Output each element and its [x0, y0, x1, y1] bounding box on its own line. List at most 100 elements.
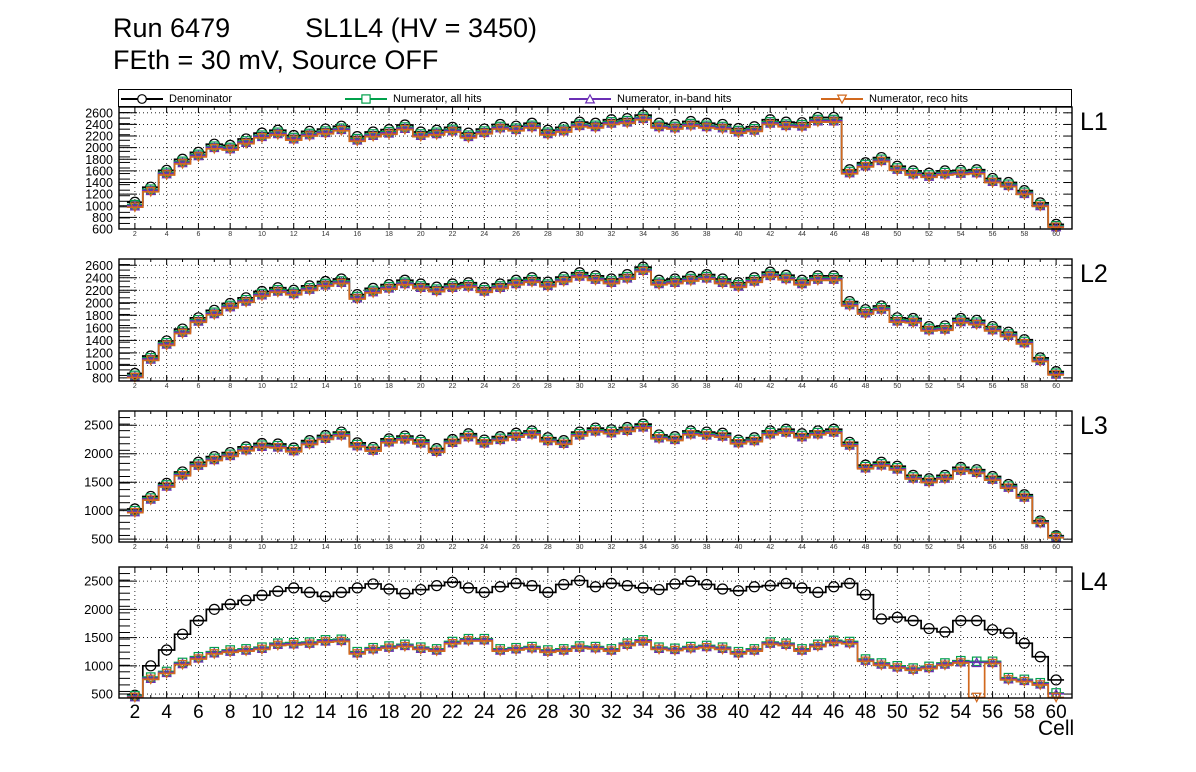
data-point — [669, 278, 681, 290]
data-point — [495, 122, 506, 133]
data-point — [527, 274, 537, 285]
data-point — [319, 275, 332, 288]
data-point — [241, 136, 251, 146]
data-point — [1050, 218, 1062, 230]
data-point — [1035, 199, 1046, 211]
data-point — [225, 303, 236, 314]
data-point — [399, 641, 411, 653]
data-point — [749, 644, 760, 655]
data-point — [336, 634, 347, 645]
data-point — [717, 642, 728, 653]
data-point — [224, 297, 236, 310]
data-point — [732, 585, 745, 597]
data-point — [1035, 199, 1046, 210]
data-point — [907, 663, 919, 674]
data-point — [177, 471, 188, 482]
data-point — [733, 438, 744, 450]
data-point — [351, 582, 363, 594]
data-point — [654, 431, 664, 442]
legend-sample-triangle-up — [567, 90, 613, 108]
data-point — [1035, 354, 1046, 366]
data-point — [637, 423, 649, 434]
data-point — [415, 131, 426, 143]
data-point — [876, 305, 887, 316]
data-point — [129, 196, 141, 208]
data-point — [351, 289, 363, 301]
data-point — [876, 303, 887, 314]
data-point — [923, 661, 935, 673]
data-point — [240, 297, 252, 308]
svg-text:2400: 2400 — [85, 271, 113, 285]
data-point — [876, 459, 887, 469]
data-point — [319, 429, 332, 442]
data-point — [669, 431, 681, 443]
series-line-circle — [126, 266, 1065, 375]
data-point — [589, 422, 602, 434]
data-point — [749, 275, 760, 286]
data-point — [431, 124, 443, 136]
data-point — [431, 127, 442, 138]
data-point — [590, 644, 601, 655]
data-point — [765, 119, 776, 130]
data-point — [987, 177, 998, 189]
data-point — [971, 615, 983, 627]
svg-text:600: 600 — [92, 223, 113, 237]
svg-text:38: 38 — [703, 383, 711, 390]
data-point — [335, 273, 347, 285]
svg-text:20: 20 — [417, 383, 425, 390]
data-point — [907, 168, 919, 179]
data-point — [907, 472, 919, 483]
data-point — [606, 426, 617, 437]
data-point — [336, 123, 347, 134]
data-point — [1003, 483, 1014, 494]
data-point — [574, 121, 585, 133]
data-point — [1051, 368, 1061, 378]
data-point — [367, 285, 379, 297]
data-point — [225, 451, 236, 462]
data-point — [828, 428, 839, 439]
data-point — [940, 167, 950, 178]
data-point — [304, 637, 315, 647]
data-point — [161, 477, 173, 489]
legend-sample-circle — [119, 90, 165, 108]
data-point — [415, 583, 427, 596]
data-point — [923, 622, 935, 635]
legend-sample-square — [343, 90, 389, 108]
data-point — [939, 469, 951, 481]
data-point — [161, 164, 173, 176]
data-point — [860, 654, 871, 664]
svg-text:1400: 1400 — [85, 176, 113, 190]
series-line-triangle-up — [126, 638, 1065, 698]
data-point — [987, 475, 998, 486]
data-point — [844, 439, 855, 450]
data-point — [1018, 185, 1030, 197]
data-point — [574, 119, 585, 131]
data-point — [367, 444, 379, 455]
data-point — [765, 117, 776, 127]
data-point — [209, 307, 220, 319]
x-tick-label: 10 — [251, 702, 272, 723]
data-point — [399, 435, 411, 446]
data-point — [145, 495, 156, 506]
data-point — [447, 436, 458, 448]
svg-text:44: 44 — [798, 383, 806, 390]
data-point — [844, 638, 855, 650]
data-point — [891, 611, 903, 623]
data-point — [383, 436, 395, 447]
data-point — [510, 643, 522, 654]
data-point — [860, 654, 871, 665]
data-point — [208, 138, 220, 150]
svg-text:16: 16 — [353, 544, 361, 551]
data-point — [463, 130, 474, 142]
data-point — [447, 636, 458, 647]
svg-text:2000: 2000 — [85, 296, 113, 310]
data-point — [669, 122, 681, 133]
data-point — [574, 272, 585, 283]
legend-entry-circle: Denominator — [119, 90, 232, 108]
svg-text:1600: 1600 — [85, 321, 113, 335]
data-point — [940, 472, 950, 482]
data-point — [495, 283, 506, 295]
data-point — [637, 264, 649, 276]
data-point — [907, 315, 919, 327]
data-point — [542, 432, 554, 444]
